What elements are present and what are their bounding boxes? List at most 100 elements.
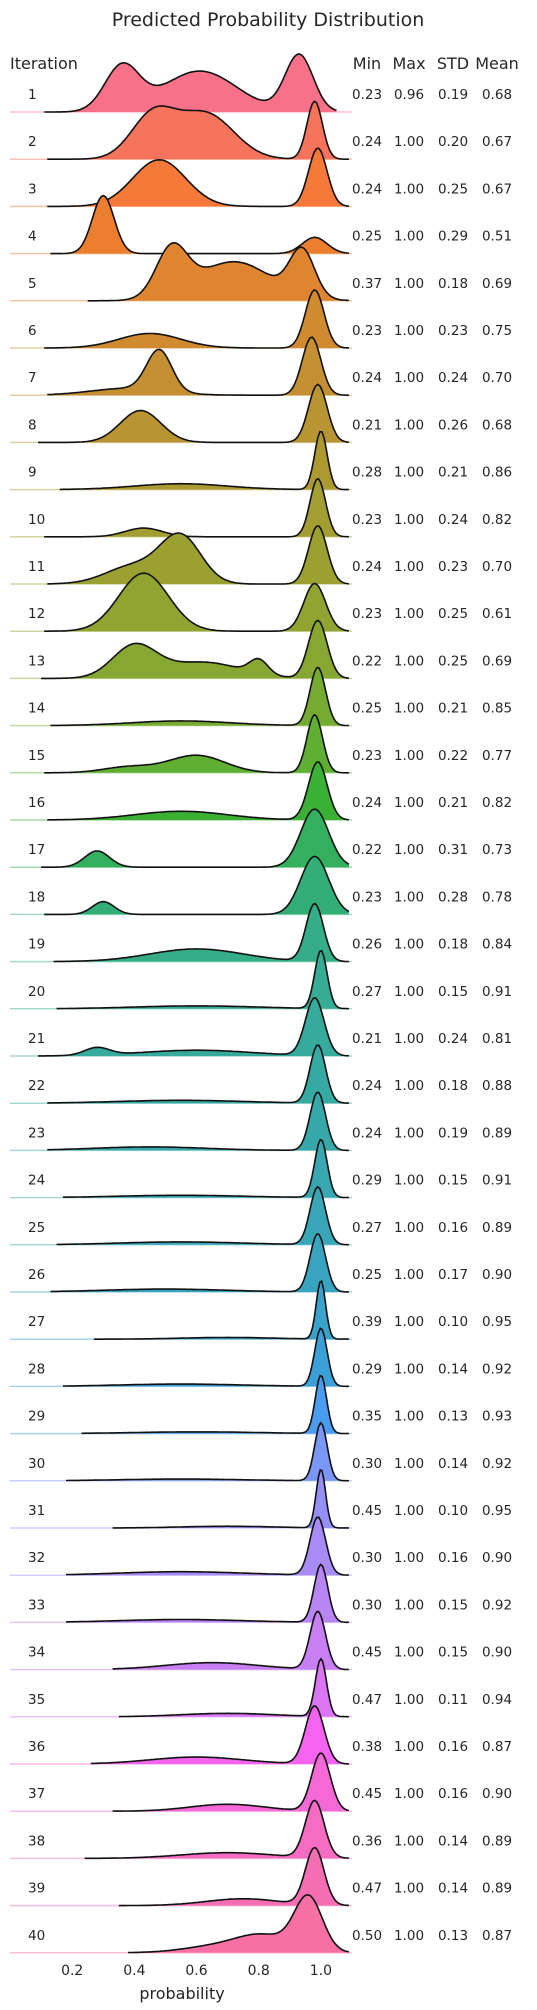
stat-max-cell: 1.00 [394, 606, 424, 622]
stat-mean-cell: 0.93 [482, 1409, 512, 1425]
stat-std-cell: 0.21 [438, 465, 468, 481]
stat-max-cell: 1.00 [394, 1881, 424, 1897]
chart-title: Predicted Probability Distribution [112, 9, 425, 31]
stat-mean-cell: 0.86 [482, 465, 512, 481]
ridge-fill [41, 620, 349, 679]
iteration-label: 13 [28, 653, 45, 669]
stat-min-cell: 0.21 [352, 417, 382, 433]
iteration-label: 39 [28, 1881, 45, 1897]
stat-std-cell: 0.15 [438, 1597, 468, 1613]
stat-max-cell: 1.00 [394, 1645, 424, 1661]
stat-mean-cell: 0.90 [482, 1550, 512, 1566]
stat-min-cell: 0.28 [352, 465, 382, 481]
stat-max-cell: 1.00 [394, 1928, 424, 1944]
x-axis: 0.2 0.4 0.6 0.8 1.0 [61, 1963, 332, 1979]
stat-max-cell: 1.00 [394, 1786, 424, 1802]
stat-min-cell: 0.23 [352, 606, 382, 622]
stat-mean-cell: 0.77 [482, 748, 512, 764]
iteration-label: 33 [28, 1597, 45, 1613]
stat-std-cell: 0.26 [438, 417, 468, 433]
iteration-label: 8 [28, 417, 37, 433]
ridge-outline [47, 761, 350, 821]
stat-std-cell: 0.16 [438, 1220, 468, 1236]
iteration-label: 34 [28, 1645, 45, 1661]
stat-mean-cell: 0.90 [482, 1786, 512, 1802]
ridge-outline [90, 1705, 349, 1765]
ridge-outline [128, 1893, 350, 1954]
stat-max-cell: 1.00 [394, 653, 424, 669]
x-tick-label: 0.8 [248, 1963, 270, 1979]
stat-max-cell: 1.00 [394, 181, 424, 197]
stat-mean-cell: 0.89 [482, 1220, 512, 1236]
stat-max-cell: 1.00 [394, 1031, 424, 1047]
stat-max-cell: 1.00 [394, 1173, 424, 1189]
ridge-fill [112, 1470, 349, 1528]
iteration-label: 20 [28, 984, 45, 1000]
stat-std-cell: 0.21 [438, 701, 468, 717]
ridge-outline [47, 525, 350, 585]
ridge-fill [47, 526, 349, 584]
ridge-outline [87, 241, 349, 302]
ridge-fill [128, 1894, 349, 1953]
stat-max-cell: 1.00 [394, 417, 424, 433]
stat-max-cell: 1.00 [394, 1739, 424, 1755]
stat-max-cell: 1.00 [394, 1078, 424, 1094]
stat-std-cell: 0.24 [438, 370, 468, 386]
stat-max-cell: 1.00 [394, 1125, 424, 1141]
x-tick-label: 0.6 [185, 1963, 207, 1979]
mean-header: Mean [475, 54, 519, 73]
ridge-outline [53, 902, 349, 963]
stat-std-cell: 0.25 [438, 653, 468, 669]
stat-std-cell: 0.19 [438, 87, 468, 103]
stat-std-cell: 0.24 [438, 1031, 468, 1047]
stat-min-cell: 0.23 [352, 87, 382, 103]
stat-mean-cell: 0.87 [482, 1739, 512, 1755]
stat-mean-cell: 0.91 [482, 1173, 512, 1189]
stat-min-cell: 0.47 [352, 1881, 382, 1897]
stat-mean-cell: 0.90 [482, 1645, 512, 1661]
iteration-label: 27 [28, 1314, 45, 1330]
ridge-outline [118, 1657, 349, 1718]
stat-max-cell: 1.00 [394, 323, 424, 339]
stat-max-cell: 1.00 [394, 465, 424, 481]
iteration-label: 11 [28, 559, 45, 575]
iteration-label: 21 [28, 1031, 45, 1047]
stat-min-cell: 0.24 [352, 181, 382, 197]
iteration-label: 2 [28, 134, 37, 150]
stat-max-cell: 1.00 [394, 1692, 424, 1708]
ridge-outline [112, 1752, 350, 1812]
stat-min-cell: 0.30 [352, 1597, 382, 1613]
stat-max-cell: 1.00 [394, 1267, 424, 1283]
ridge-outline [112, 1468, 349, 1529]
ridge-outline [112, 1610, 349, 1671]
stat-min-cell: 0.30 [352, 1456, 382, 1472]
ridge-outline [47, 1091, 349, 1152]
stat-std-cell: 0.16 [438, 1739, 468, 1755]
stat-max-cell: 1.00 [394, 512, 424, 528]
stat-mean-cell: 0.94 [482, 1692, 512, 1708]
iteration-label: 18 [28, 889, 45, 905]
stat-max-cell: 1.00 [394, 1833, 424, 1849]
iteration-label: 15 [28, 748, 45, 764]
stat-min-cell: 0.24 [352, 559, 382, 575]
stat-min-cell: 0.24 [352, 1125, 382, 1141]
stat-mean-cell: 0.69 [482, 276, 512, 292]
iteration-label: 35 [28, 1692, 45, 1708]
ridge-outline [59, 430, 349, 491]
stat-min-cell: 0.45 [352, 1503, 382, 1519]
iteration-header: Iteration [10, 54, 78, 73]
iteration-label: 7 [28, 370, 37, 386]
stat-min-cell: 0.50 [352, 1928, 382, 1944]
ridge-outline [65, 1516, 349, 1576]
stat-min-cell: 0.35 [352, 1409, 382, 1425]
stat-min-cell: 0.23 [352, 748, 382, 764]
stat-std-cell: 0.14 [438, 1833, 468, 1849]
stat-max-cell: 1.00 [394, 370, 424, 386]
iteration-label: 36 [28, 1739, 45, 1755]
ridge-fill [118, 1658, 349, 1717]
stat-mean-cell: 0.92 [482, 1597, 512, 1613]
stat-mean-cell: 0.75 [482, 323, 512, 339]
stat-mean-cell: 0.70 [482, 370, 512, 386]
ridge-outline [84, 1799, 349, 1860]
stat-min-cell: 0.47 [352, 1692, 382, 1708]
